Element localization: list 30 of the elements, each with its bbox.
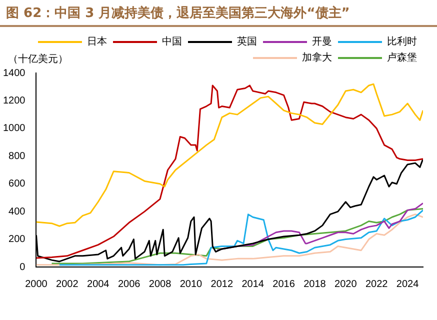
legend-label: 日本 bbox=[87, 36, 107, 48]
x-tick-label: 2008 bbox=[148, 278, 172, 290]
x-tick-label: 2006 bbox=[118, 278, 141, 290]
x-tick-label: 2022 bbox=[365, 278, 388, 290]
x-tick-label: 2024 bbox=[396, 278, 420, 290]
y-tick-label: 200 bbox=[8, 234, 26, 246]
x-tick-label: 2016 bbox=[272, 278, 296, 290]
chart-title: 图 62：中国 3 月减持美债，退居至美国第三大海外“债主” bbox=[0, 0, 437, 27]
x-tick-label: 2004 bbox=[87, 278, 110, 290]
x-tick-label: 2014 bbox=[242, 278, 264, 290]
legend-label: 英国 bbox=[237, 36, 257, 48]
legend-label: 比利时 bbox=[387, 36, 417, 48]
y-tick-label: 1000 bbox=[2, 123, 26, 134]
y-tick-label: 400 bbox=[8, 206, 26, 218]
legend-label: 加拿大 bbox=[302, 52, 332, 64]
x-tick-label: 2012 bbox=[210, 278, 234, 290]
x-tick-label: 2018 bbox=[304, 278, 326, 290]
y-tick-label: 800 bbox=[8, 150, 26, 162]
legend-label: 中国 bbox=[162, 36, 182, 48]
x-tick-label: 2000 bbox=[25, 278, 48, 290]
x-tick-label: 2010 bbox=[180, 278, 203, 290]
y-tick-label: 600 bbox=[8, 178, 26, 190]
y-tick-label: 0 bbox=[20, 262, 26, 273]
y-tick-label: 1400 bbox=[2, 68, 26, 79]
x-tick-label: 2020 bbox=[334, 278, 358, 290]
x-tick-label: 2002 bbox=[56, 278, 79, 290]
legend-label: 开曼 bbox=[312, 36, 332, 48]
legend-label: 卢森堡 bbox=[387, 52, 417, 64]
y-axis-title: （十亿美元） bbox=[8, 52, 68, 66]
y-tick-label: 1200 bbox=[2, 95, 26, 106]
